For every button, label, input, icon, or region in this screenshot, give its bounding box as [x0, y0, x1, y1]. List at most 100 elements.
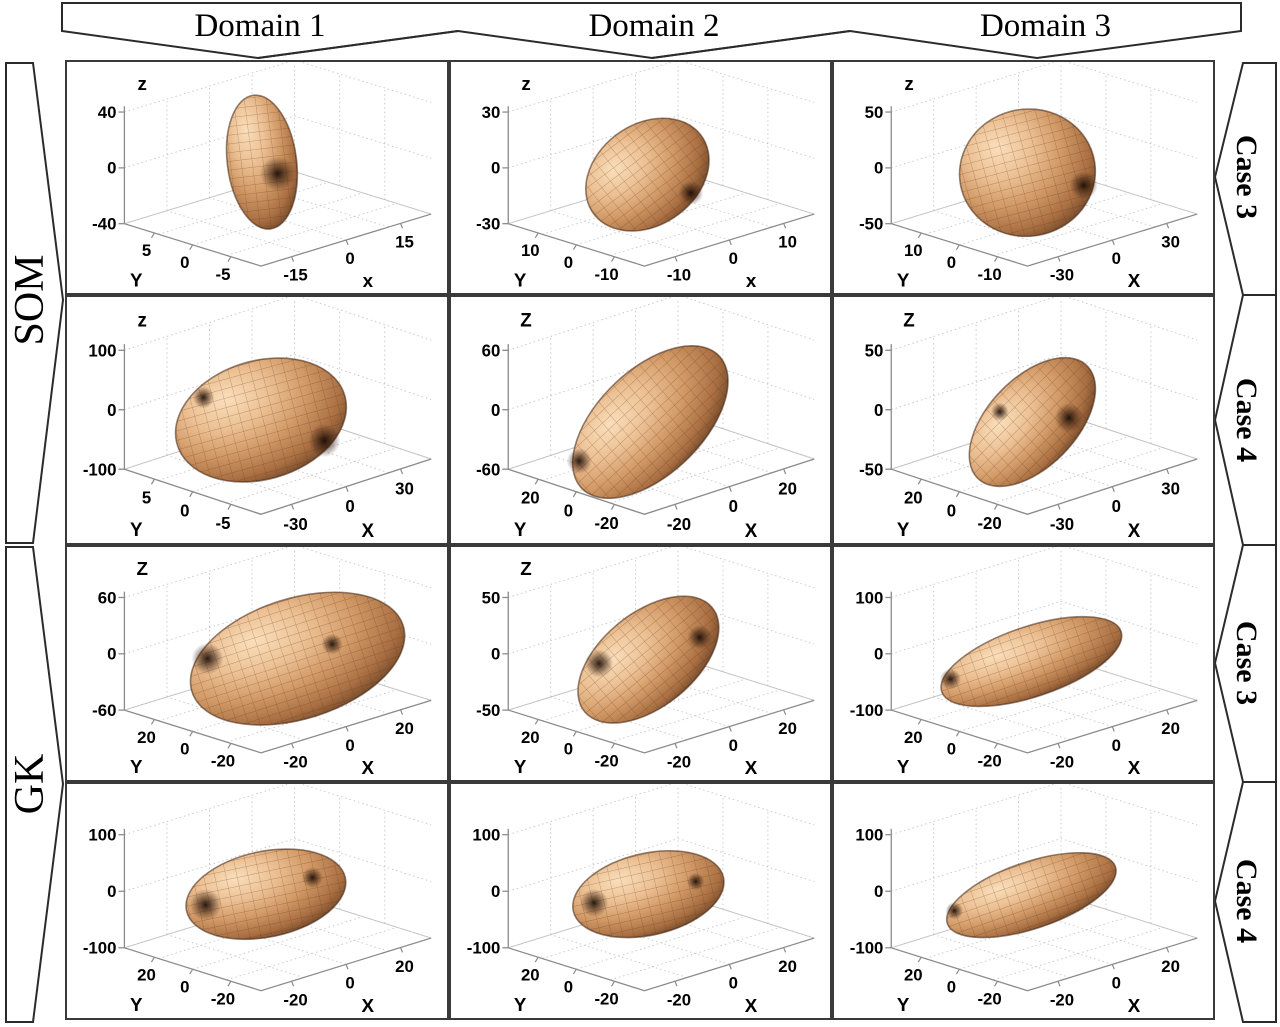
- svg-text:X: X: [362, 757, 375, 778]
- svg-text:-5: -5: [216, 514, 231, 533]
- svg-text:-30: -30: [1050, 266, 1074, 285]
- svg-text:10: 10: [778, 233, 797, 252]
- svg-text:10: 10: [521, 241, 540, 260]
- 3d-axes: 100 0 -100 20 0 -20 Y -20 0 20 X: [850, 547, 1198, 778]
- svg-text:-10: -10: [667, 266, 691, 285]
- svg-text:Z: Z: [520, 310, 532, 331]
- svg-text:0: 0: [180, 740, 189, 759]
- svg-text:0: 0: [1112, 497, 1121, 516]
- 3d-axes: 50 0 -50 Z 20 0 -20 Y -20 0 20 X: [476, 547, 815, 778]
- case4-banner-row4: [1213, 781, 1277, 1023]
- svg-text:-30: -30: [1050, 515, 1074, 534]
- svg-text:-50: -50: [859, 460, 883, 479]
- 3d-axes: 50 0 -50 Z 20 0 -20 Y -30 0 30 X: [859, 297, 1198, 542]
- case3-banner-row1: [1213, 62, 1277, 296]
- mesh-pole-spot: [259, 156, 296, 191]
- svg-text:30: 30: [482, 103, 501, 122]
- ellipsoid-surface: [968, 356, 1097, 488]
- svg-text:0: 0: [491, 401, 500, 420]
- svg-text:-60: -60: [476, 460, 500, 479]
- svg-text:20: 20: [395, 957, 414, 976]
- case-label-row2: Case 4: [1230, 377, 1263, 463]
- surface-plot-gk-domain2-case4: 100 0 -100 20 0 -20 Y -20 0 20 X: [449, 782, 832, 1020]
- mesh-pole-spot: [191, 642, 224, 675]
- svg-text:-40: -40: [92, 215, 116, 234]
- surface-plot-gk-domain3-case3: 100 0 -100 20 0 -20 Y -20 0 20 X: [832, 545, 1215, 782]
- mesh-pole-spot: [192, 386, 215, 409]
- mesh-pole-spot: [1069, 171, 1098, 200]
- 3d-axes: 60 0 -60 Z 20 0 -20 Y -20 0 20 X: [92, 547, 432, 778]
- svg-text:100: 100: [88, 341, 116, 360]
- svg-text:-20: -20: [594, 990, 618, 1009]
- mesh-pole-spot: [308, 423, 341, 458]
- 3d-axes: 100 0 -100 20 0 -20 Y -20 0 20 X: [467, 784, 815, 1016]
- svg-text:0: 0: [107, 882, 116, 901]
- svg-text:20: 20: [1161, 719, 1180, 738]
- svg-text:0: 0: [345, 497, 354, 516]
- svg-text:-20: -20: [667, 515, 691, 534]
- ellipsoid-surface: [940, 615, 1123, 708]
- som-banner: [5, 62, 65, 544]
- 3d-axes: 50 0 -50 z 10 0 -10 Y -30 0 30 X: [859, 62, 1198, 291]
- ellipsoid-surface: [945, 851, 1117, 939]
- svg-text:-20: -20: [977, 514, 1001, 533]
- svg-text:-20: -20: [1050, 991, 1074, 1010]
- svg-text:0: 0: [1112, 249, 1121, 268]
- svg-text:X: X: [745, 995, 758, 1016]
- svg-text:-20: -20: [594, 514, 618, 533]
- svg-text:-20: -20: [211, 990, 235, 1009]
- svg-text:0: 0: [345, 974, 354, 993]
- svg-text:0: 0: [564, 978, 573, 997]
- svg-text:z: z: [904, 73, 913, 94]
- svg-text:-20: -20: [977, 990, 1001, 1009]
- svg-text:30: 30: [1161, 233, 1180, 252]
- svg-text:0: 0: [947, 740, 956, 759]
- svg-text:Y: Y: [897, 520, 910, 541]
- ellipsoid-surface: [571, 344, 729, 500]
- mesh-pole-spot: [189, 889, 222, 921]
- svg-text:20: 20: [521, 488, 540, 507]
- svg-text:0: 0: [729, 974, 738, 993]
- svg-text:5: 5: [142, 241, 151, 260]
- svg-text:X: X: [362, 995, 375, 1016]
- svg-text:0: 0: [874, 401, 883, 420]
- svg-text:0: 0: [947, 253, 956, 272]
- svg-text:0: 0: [180, 501, 189, 520]
- svg-text:0: 0: [729, 497, 738, 516]
- svg-text:5: 5: [142, 488, 152, 507]
- svg-text:20: 20: [904, 488, 923, 507]
- svg-text:-20: -20: [594, 752, 618, 771]
- svg-text:40: 40: [98, 103, 117, 122]
- svg-text:100: 100: [855, 588, 883, 607]
- svg-text:x: x: [363, 270, 374, 291]
- svg-text:X: X: [1128, 995, 1141, 1016]
- mesh-pole-spot: [1054, 403, 1084, 433]
- svg-text:Z: Z: [136, 558, 147, 579]
- svg-text:-5: -5: [216, 265, 231, 284]
- svg-text:X: X: [1128, 521, 1141, 542]
- svg-text:-100: -100: [467, 939, 501, 958]
- column-header-domain-2: Domain 2: [588, 7, 720, 44]
- svg-text:-100: -100: [83, 460, 117, 479]
- mesh-pole-spot: [566, 448, 592, 474]
- 3d-axes: 100 0 -100 z 5 0 -5 Y -30 0 30 X: [83, 297, 432, 542]
- ellipsoid-surface: [585, 117, 710, 232]
- svg-text:0: 0: [107, 159, 116, 178]
- svg-text:z: z: [521, 73, 530, 94]
- svg-text:-30: -30: [283, 515, 307, 534]
- svg-text:Y: Y: [514, 269, 527, 290]
- svg-text:Y: Y: [130, 520, 143, 541]
- ellipsoid-surface: [174, 357, 348, 483]
- svg-text:0: 0: [947, 978, 956, 997]
- svg-text:15: 15: [395, 233, 414, 252]
- svg-text:0: 0: [345, 249, 354, 268]
- svg-text:-10: -10: [977, 265, 1001, 284]
- svg-text:z: z: [138, 310, 147, 331]
- svg-text:20: 20: [137, 966, 156, 985]
- case3-banner-row3: [1213, 544, 1277, 783]
- svg-text:-20: -20: [211, 752, 235, 771]
- svg-text:0: 0: [1112, 736, 1121, 755]
- svg-text:20: 20: [521, 728, 540, 747]
- svg-text:10: 10: [904, 241, 923, 260]
